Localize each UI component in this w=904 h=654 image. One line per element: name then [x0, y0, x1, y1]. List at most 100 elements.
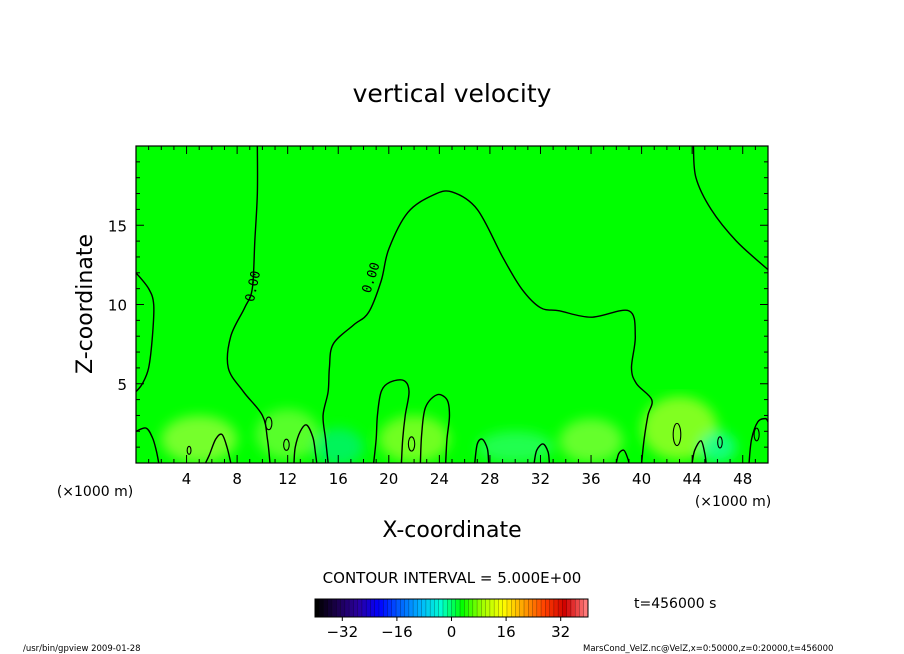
colorbar-cell [583, 599, 589, 617]
colorbar-cell [481, 599, 486, 617]
x-axis-label: X-coordinate [382, 518, 521, 543]
x-tick-label: 32 [531, 470, 550, 488]
y-tick-label: 5 [117, 376, 127, 394]
contour-line [136, 427, 160, 463]
colorbar-cell [327, 599, 333, 617]
x-tick-label: 28 [480, 470, 499, 488]
field-perturbation [256, 409, 320, 460]
contour-line [322, 190, 653, 463]
plot-area: 0.00 0.00 [135, 145, 769, 464]
y-axis-label: Z-coordinate [73, 234, 98, 374]
colorbar-cell [489, 599, 495, 617]
colorbar-cell [528, 599, 533, 617]
small-contour [753, 427, 760, 442]
colorbar-ticks: −32 −16 0 16 32 [326, 617, 570, 641]
colorbar-cell [323, 599, 329, 617]
colorbar-cell [421, 599, 427, 617]
colorbar-cell [451, 599, 457, 617]
colorbar-cell [545, 599, 550, 617]
colorbar-cell [357, 599, 363, 617]
footer-left: /usr/bin/gpview 2009-01-28 [23, 644, 141, 654]
colorbar-cell [485, 599, 491, 617]
x-tick-label: 44 [683, 470, 702, 488]
colorbar-tick-label: 32 [551, 623, 570, 641]
colorbar-cell [434, 599, 440, 617]
colorbar-tick-label: −32 [326, 623, 358, 641]
field-perturbation [641, 396, 718, 460]
x-unit-label-right: (×1000 m) [695, 494, 771, 510]
x-tick-label: 8 [232, 470, 242, 488]
contour-line [748, 417, 768, 463]
colorbar-cell [506, 599, 512, 617]
colorbar-cell [438, 599, 444, 617]
y-tick-label: 15 [108, 217, 127, 235]
colorbar-cell [383, 599, 388, 617]
field-perturbation [161, 415, 238, 463]
colorbar-cell [519, 599, 525, 617]
colorbar-cell [396, 599, 401, 617]
colorbar-cell [464, 599, 469, 617]
colorbar-cell [579, 599, 585, 617]
colorbar-cell [413, 599, 418, 617]
x-unit-label-left: (×1000 m) [57, 484, 133, 500]
colorbar-tick-label: 16 [497, 623, 516, 641]
x-tick-label: 24 [430, 470, 449, 488]
colorbar-cell [336, 599, 341, 617]
small-contour [407, 436, 416, 452]
colorbar-cell [468, 599, 474, 617]
colorbar-cell [460, 599, 465, 617]
x-axis-ticks: 4 8 12 16 20 24 28 32 36 40 44 48 [135, 146, 769, 488]
field-perturbation [559, 418, 623, 463]
y-tick-label: 10 [108, 297, 127, 315]
colorbar-cell [502, 599, 508, 617]
colorbar-cell [532, 599, 538, 617]
colorbar-cell [541, 599, 546, 617]
contour-line [204, 433, 232, 463]
colorbar-cell [524, 599, 529, 617]
colorbar-cell [447, 599, 452, 617]
colorbar [314, 598, 589, 618]
colorbar-cell [349, 599, 354, 617]
colorbar-cell [425, 599, 431, 617]
contour-line [533, 443, 551, 463]
contour-line [419, 393, 451, 463]
contour-label-1: 0.00 [243, 269, 264, 303]
colorbar-tick-label: 0 [447, 623, 457, 641]
colorbar-cell [553, 599, 559, 617]
colorbar-cell [344, 599, 350, 617]
contour-line [372, 379, 410, 463]
colorbar-cell [549, 599, 555, 617]
colorbar-cell [472, 599, 478, 617]
field-perturbation [477, 431, 554, 463]
colorbar-cell [515, 599, 521, 617]
colorbar-cell [353, 599, 358, 617]
contour-line [615, 449, 630, 463]
colorbar-cell [477, 599, 482, 617]
colorbar-cell [404, 599, 410, 617]
small-contour [717, 436, 723, 449]
x-tick-label: 20 [379, 470, 398, 488]
colorbar-cell [417, 599, 422, 617]
colorbar-cell [494, 599, 499, 617]
colorbar-cell [536, 599, 542, 617]
colorbar-cell [374, 599, 380, 617]
x-tick-label: 36 [581, 470, 600, 488]
small-contour [265, 416, 273, 431]
colorbar-cell [498, 599, 503, 617]
footer-right: MarsCond_VelZ.nc@VelZ,x=0:50000,z=0:2000… [583, 644, 833, 654]
colorbar-cell [366, 599, 371, 617]
colorbar-cell [442, 599, 448, 617]
contour-line [692, 146, 768, 271]
contour-lines [136, 146, 768, 463]
colorbar-cell [378, 599, 384, 617]
colorbar-cell [400, 599, 405, 617]
small-contour [672, 422, 682, 447]
chart-title: vertical velocity [353, 79, 552, 108]
contour-interval-label: CONTOUR INTERVAL = 5.000E+00 [323, 569, 582, 587]
colorbar-cell [387, 599, 393, 617]
colorbar-cell [315, 599, 320, 617]
x-tick-label: 12 [278, 470, 297, 488]
small-contour [283, 438, 290, 451]
field-perturbation [698, 431, 737, 463]
